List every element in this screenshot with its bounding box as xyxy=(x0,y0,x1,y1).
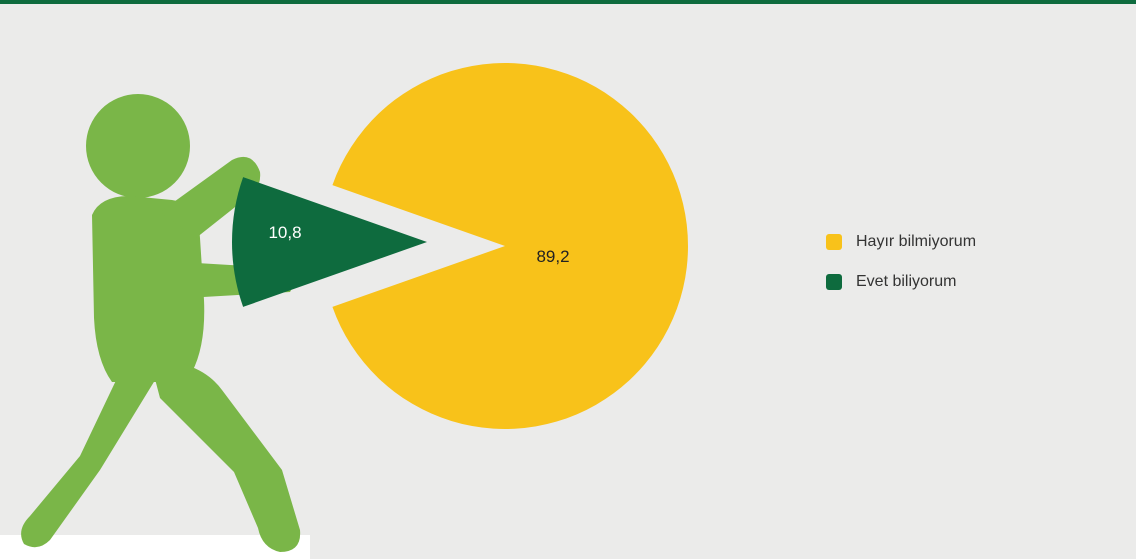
legend-item: Hayır bilmiyorum xyxy=(826,228,976,256)
person-torso xyxy=(92,196,205,382)
data-label-evet: 10,8 xyxy=(268,223,301,242)
legend-swatch xyxy=(826,274,842,290)
person-leg-front xyxy=(150,360,301,552)
data-label-hayir: 89,2 xyxy=(536,247,569,266)
top-rule xyxy=(0,0,1136,4)
pie-labels: 89,2 10,8 xyxy=(268,223,569,266)
legend: Hayır bilmiyorum Evet biliyorum xyxy=(826,228,976,308)
person-illustration xyxy=(21,94,301,552)
person-arm-upper xyxy=(160,156,261,238)
legend-label: Hayır bilmiyorum xyxy=(856,233,977,250)
page-corner xyxy=(0,535,310,559)
legend-swatch xyxy=(826,234,842,250)
legend-item: Evet biliyorum xyxy=(826,268,976,296)
pie-slices xyxy=(231,63,688,430)
person-head xyxy=(86,94,190,198)
pie-slice-hayir xyxy=(332,63,688,430)
pie-slice-evet xyxy=(231,177,427,307)
person-leg-back xyxy=(21,372,160,548)
legend-label: Evet biliyorum xyxy=(856,273,957,290)
